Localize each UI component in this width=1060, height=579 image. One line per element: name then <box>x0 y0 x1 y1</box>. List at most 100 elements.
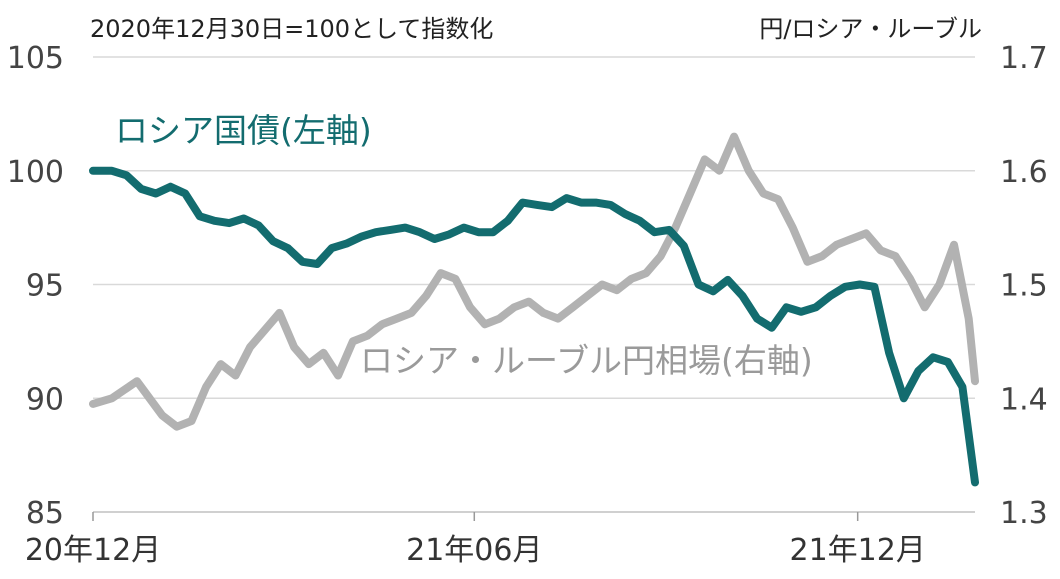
russia-bond-point <box>782 303 790 311</box>
left-y-tick-label: 85 <box>26 496 64 531</box>
ruble-yen-point <box>158 411 166 419</box>
russia-bond-point <box>739 292 746 300</box>
russia-bond-point <box>665 226 673 234</box>
russia-bond-point <box>401 224 409 232</box>
ruble-yen-point <box>466 303 474 311</box>
russia-bond-point <box>607 201 614 209</box>
series-labels: ロシア・ルーブル円相場(右軸) ロシア国債(左軸) <box>115 111 813 380</box>
ruble-yen-point <box>583 292 591 300</box>
ruble-yen-point <box>378 320 386 328</box>
ruble-yen-point <box>393 315 401 323</box>
russia-bond-point <box>724 276 732 284</box>
ruble-yen-point <box>598 281 606 288</box>
russia-bond-point <box>870 283 878 291</box>
left-y-tick-label: 90 <box>26 382 64 417</box>
russia-bond-point <box>768 324 776 332</box>
ruble-yen-point <box>261 326 269 334</box>
ruble-yen-point <box>965 315 973 323</box>
russia-bond-point <box>343 240 350 248</box>
right-y-tick-label: 1.6 <box>1000 155 1048 190</box>
russia-bond-point <box>108 167 116 175</box>
ruble-yen-point <box>627 275 635 283</box>
russia-bond-point <box>284 244 292 252</box>
russia-bond-point <box>797 308 805 316</box>
russia-bond-point <box>958 383 966 391</box>
ruble-yen-point <box>891 252 899 260</box>
ruble-yen-point <box>173 423 181 431</box>
russia-bond-point <box>181 190 189 197</box>
russia-bond-point <box>89 167 97 175</box>
russia-bond-point <box>504 217 512 225</box>
x-axis: 20年12月 21年06月 21年12月 <box>25 512 926 568</box>
right-y-tick-label: 1.3 <box>1000 496 1048 531</box>
ruble-yen-point <box>539 309 547 317</box>
ruble-yen-point <box>217 360 225 368</box>
russia-bond-point <box>328 244 336 252</box>
russia-bond-point <box>387 226 394 234</box>
russia-bond-point <box>680 242 688 250</box>
ruble-yen-point <box>803 258 811 266</box>
ruble-yen-point <box>495 315 503 323</box>
right-y-tick-label: 1.4 <box>1000 382 1048 417</box>
left-y-tick-label: 100 <box>7 155 64 190</box>
ruble-yen-point <box>232 372 239 379</box>
russia-bond-point <box>856 281 864 288</box>
ruble-yen-point <box>276 309 283 317</box>
ruble-yen-point <box>422 292 430 300</box>
russia-bond-point <box>152 190 160 197</box>
ruble-yen-point <box>921 303 929 311</box>
ruble-yen-point <box>481 320 489 328</box>
ruble-yen-point <box>437 269 445 277</box>
russia-bond-point <box>225 219 233 227</box>
left-y-axis: 105 100 95 90 85 <box>7 41 64 531</box>
ruble-yen-point <box>971 377 979 385</box>
ruble-yen-point <box>334 372 342 379</box>
russia-bond-point <box>475 228 482 236</box>
russia-bond-point <box>269 237 277 245</box>
ruble-yen-point <box>451 275 459 283</box>
ruble-yen-point <box>701 155 709 163</box>
ruble-yen-point <box>789 224 797 232</box>
russia-bond-point <box>431 235 438 243</box>
ruble-yen-point <box>246 343 254 351</box>
russia-bond-point <box>299 258 306 266</box>
ruble-yen-point <box>613 286 621 294</box>
ruble-yen-point <box>554 315 562 323</box>
ruble-yen-point <box>133 377 141 385</box>
ruble-yen-point <box>847 235 855 243</box>
ruble-yen-point <box>774 195 782 203</box>
ruble-yen-point <box>349 337 357 345</box>
russia-bond-point <box>489 228 497 236</box>
russia-bond-point <box>709 287 717 295</box>
right-axis-unit: 円/ロシア・ルーブル <box>759 15 982 43</box>
russia-bond-point <box>357 233 365 241</box>
series-lines <box>89 132 979 487</box>
russia-bond-point <box>167 183 174 191</box>
russia-bond-point <box>563 194 570 202</box>
ruble-yen-point <box>745 167 753 175</box>
russia-bond-point <box>914 367 922 375</box>
russia-bond-point <box>841 283 849 291</box>
ruble-yen-point <box>305 360 313 368</box>
right-y-tick-label: 1.5 <box>1000 269 1048 304</box>
russia-bond-point <box>313 260 321 268</box>
russia-bond-point <box>196 212 204 220</box>
russia-bond-point <box>812 303 820 311</box>
russia-bond-point <box>460 224 468 232</box>
ruble-yen-point <box>759 190 767 197</box>
x-tick-label: 21年12月 <box>789 533 925 568</box>
ruble-yen-line <box>89 132 979 431</box>
ruble-yen-point <box>935 281 943 288</box>
ruble-yen-point <box>877 246 885 254</box>
russia-bond-point <box>548 203 556 211</box>
x-tick-label: 21年06月 <box>406 533 542 568</box>
ruble-yen-point <box>320 349 327 357</box>
russia-bond-point <box>826 292 834 300</box>
right-y-axis: 1.7 1.6 1.5 1.4 1.3 <box>1000 41 1048 531</box>
russia-bond-line <box>89 166 979 487</box>
russia-bond-point <box>885 349 893 357</box>
russia-bond-point <box>577 199 585 207</box>
ruble-yen-point <box>525 298 533 306</box>
ruble-yen-point <box>108 394 116 402</box>
